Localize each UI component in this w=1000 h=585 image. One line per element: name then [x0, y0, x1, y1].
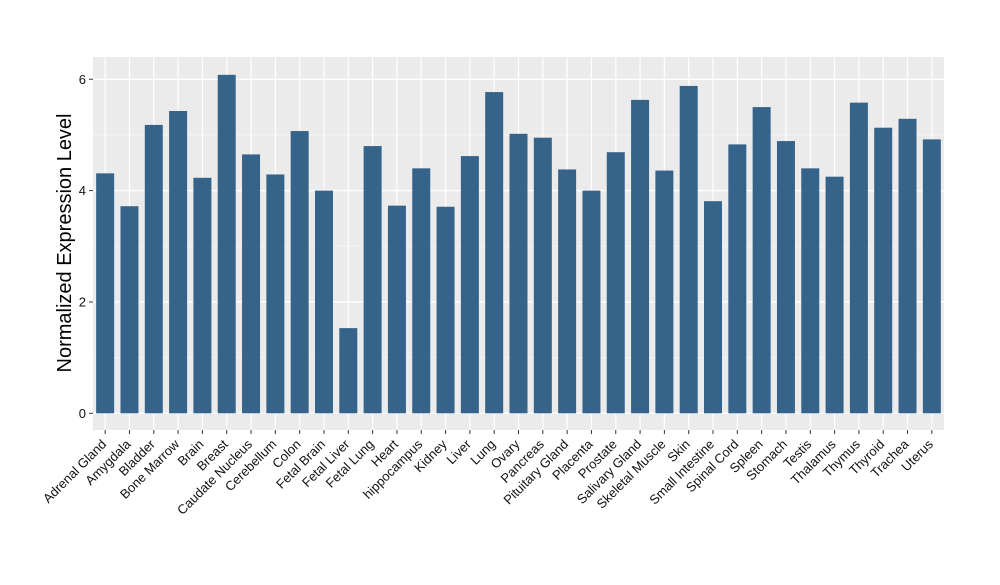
bar-testis — [801, 168, 820, 414]
bar-bladder — [144, 124, 163, 414]
bar-thymus — [849, 102, 868, 414]
bar-breast — [217, 74, 236, 414]
y-tick-label: 0 — [79, 406, 86, 421]
bar-cerebellum — [266, 174, 285, 414]
y-tick-label: 4 — [79, 183, 86, 198]
bar-trachea — [898, 118, 917, 414]
bar-liver — [460, 156, 479, 414]
bar-prostate — [606, 152, 625, 414]
bar-brain — [193, 177, 212, 414]
bar-kidney — [436, 206, 455, 414]
bar-heart — [387, 205, 406, 414]
bar-bone-marrow — [169, 111, 188, 414]
bar-lung — [485, 92, 504, 414]
y-axis: 0 2 4 6 — [79, 72, 93, 421]
bar-stomach — [776, 141, 795, 414]
bar-amygdala — [120, 206, 139, 414]
bar-uterus — [922, 139, 941, 414]
bars-layer — [96, 74, 941, 414]
bar-hippocampus — [412, 168, 431, 414]
bar-pancreas — [533, 137, 552, 414]
y-tick-label: 6 — [79, 72, 86, 87]
bar-skeletal-muscle — [655, 170, 674, 414]
bar-fetal-liver — [339, 328, 358, 414]
bar-placenta — [582, 190, 601, 414]
bar-spleen — [752, 107, 771, 414]
y-tick-label: 2 — [79, 294, 86, 309]
bar-fetal-brain — [314, 190, 333, 414]
bar-pituitary-gland — [558, 169, 577, 414]
bar-adrenal-gland — [96, 173, 115, 414]
bar-colon — [290, 131, 309, 414]
bar-thyroid — [874, 127, 893, 414]
bar-ovary — [509, 133, 528, 414]
bar-fetal-lung — [363, 146, 382, 414]
bar-small-intestine — [704, 201, 723, 414]
y-axis-title: Normalized Expression Level — [54, 113, 76, 372]
bar-caudate-nucleus — [242, 154, 261, 414]
bar-thalamus — [825, 176, 844, 414]
bar-salivary-gland — [631, 99, 650, 414]
bar-spinal-cord — [728, 144, 747, 414]
bar-skin — [679, 85, 698, 414]
